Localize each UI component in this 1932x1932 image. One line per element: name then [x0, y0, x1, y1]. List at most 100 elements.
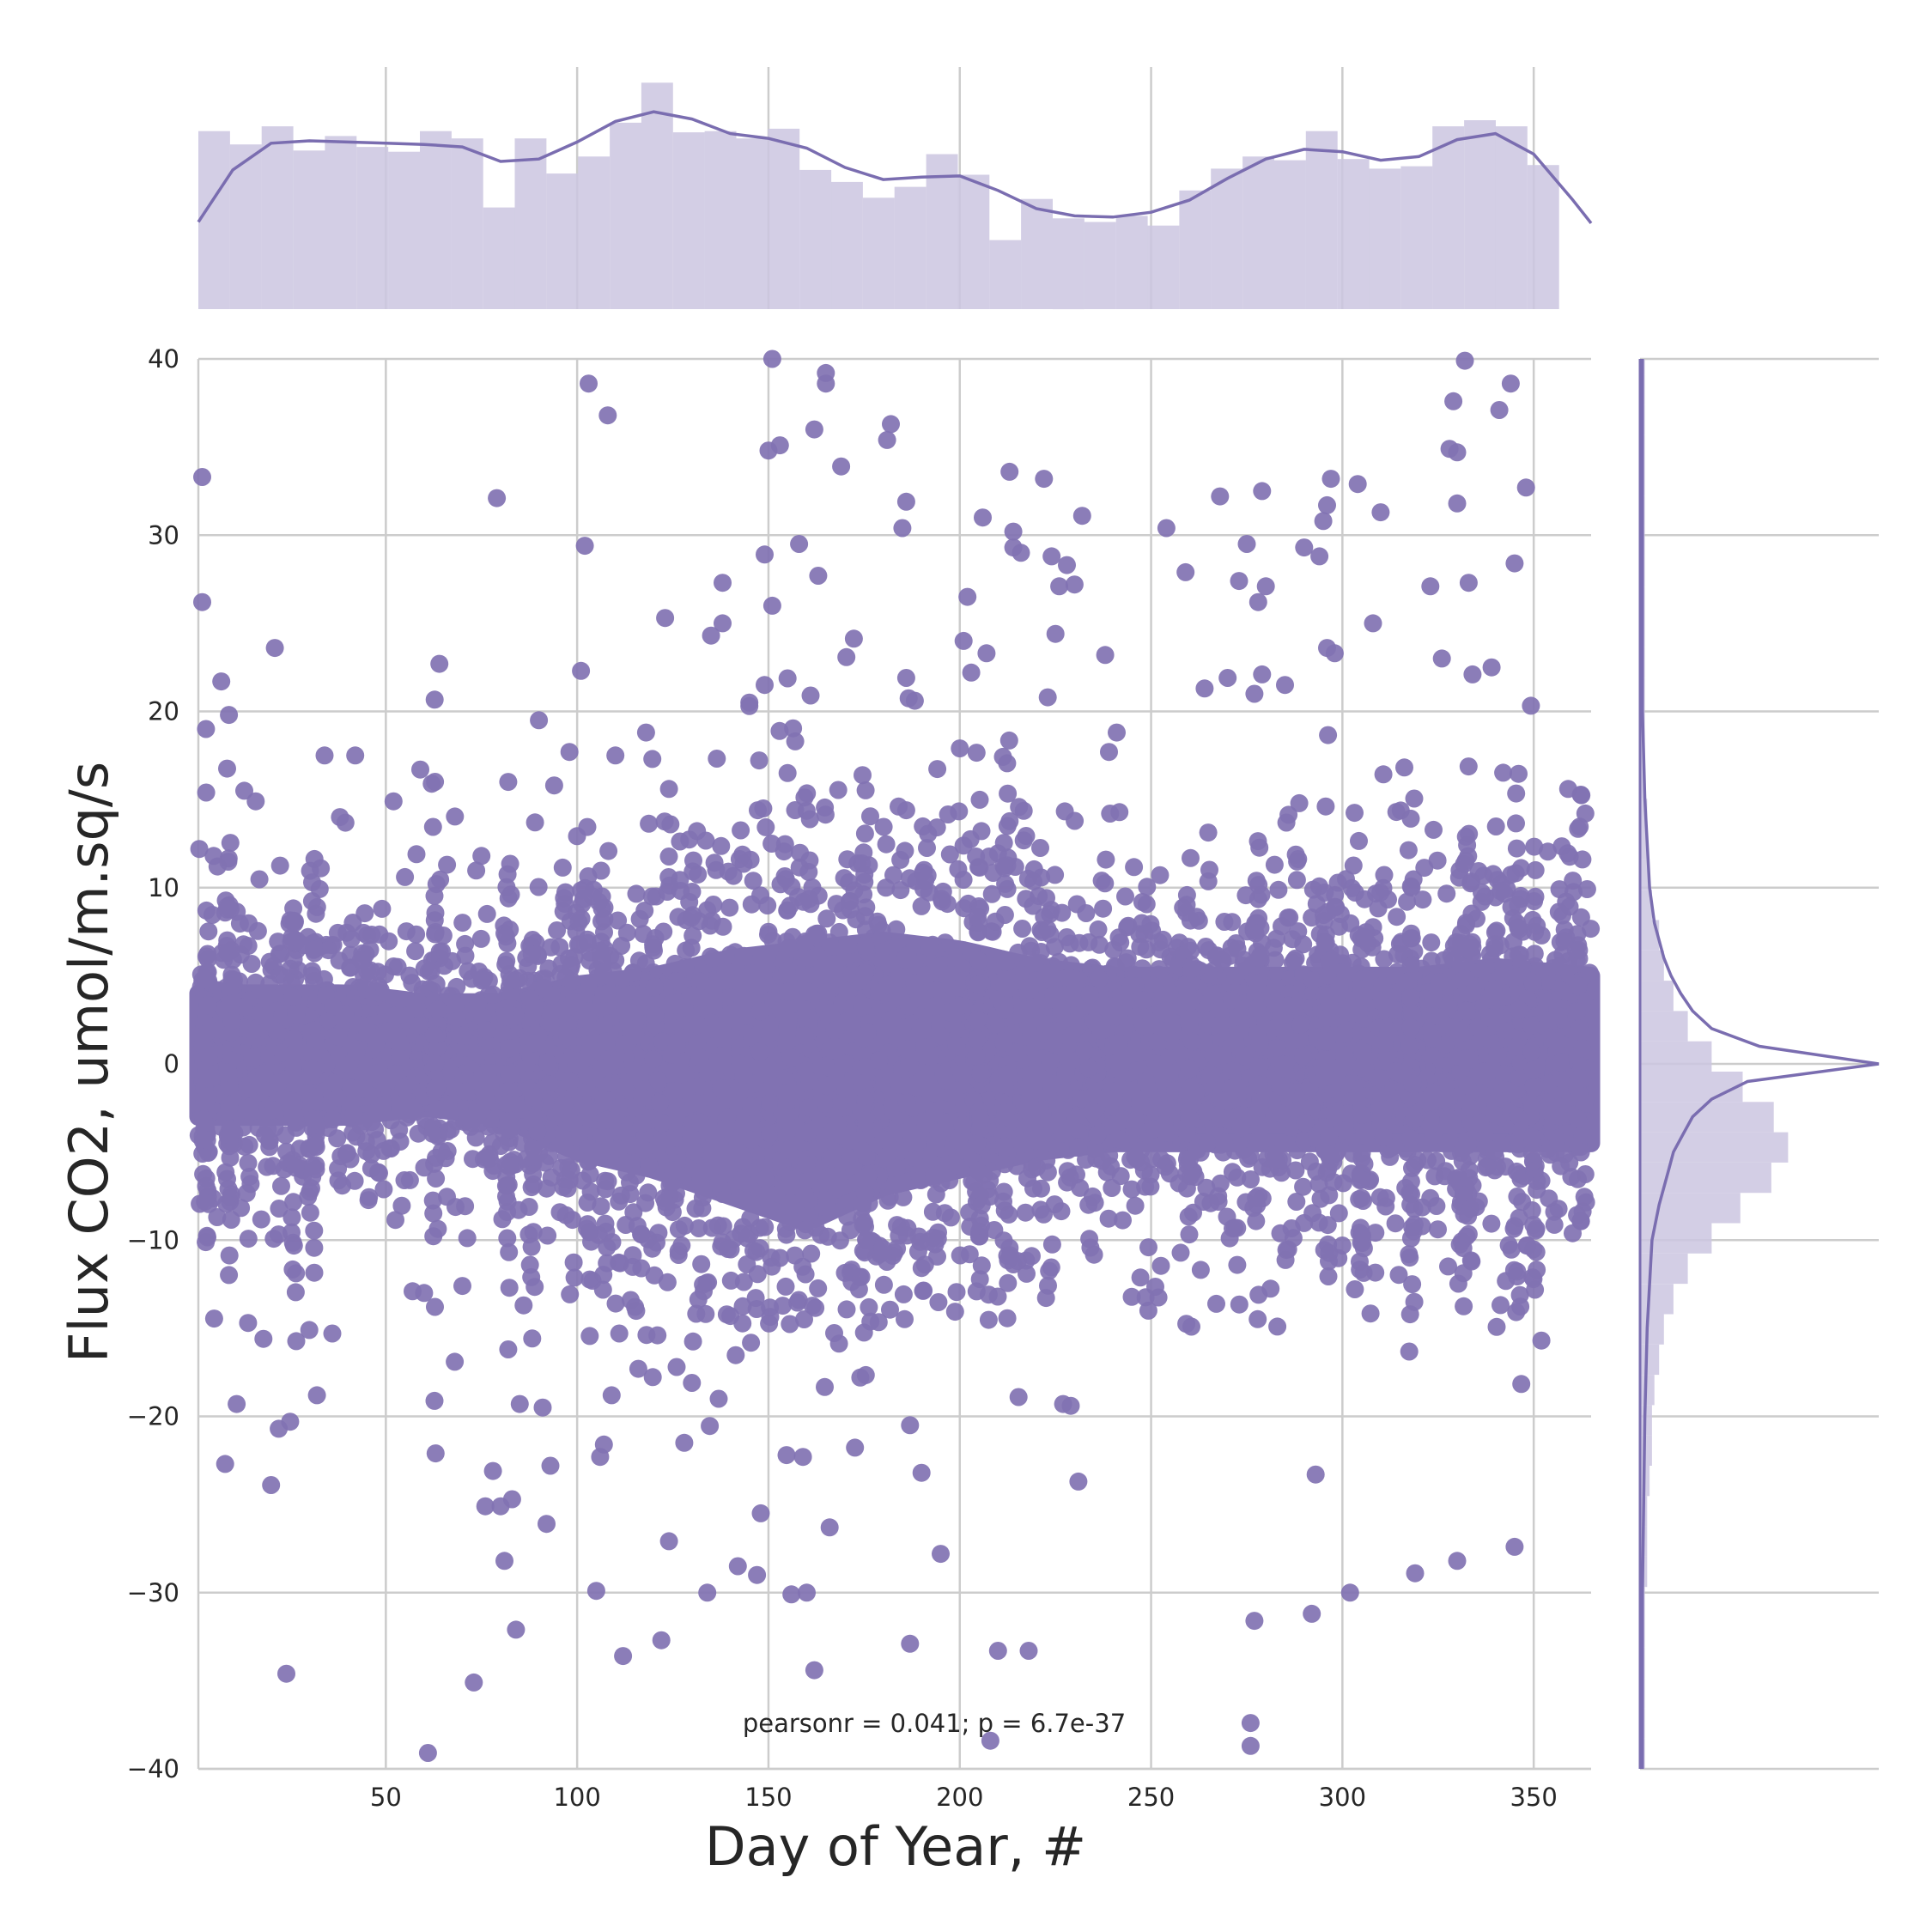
scatter-point [995, 1155, 1014, 1174]
scatter-point [594, 1091, 613, 1109]
scatter-point [1013, 920, 1032, 938]
scatter-point [742, 1334, 761, 1352]
scatter-point [1568, 925, 1587, 944]
scatter-point [1355, 1121, 1374, 1139]
top-histogram-bar [1400, 166, 1433, 309]
scatter-point [1268, 1317, 1287, 1336]
scatter-point [1091, 1021, 1110, 1040]
scatter-point [592, 861, 611, 880]
scatter-point [1344, 856, 1363, 875]
scatter-point [896, 669, 915, 687]
scatter-point [1177, 1315, 1196, 1334]
scatter-point [1042, 547, 1061, 566]
scatter-point [709, 1174, 728, 1193]
scatter-point [581, 1182, 600, 1201]
scatter-point [453, 914, 472, 933]
scatter-point [1325, 644, 1344, 663]
scatter-point [912, 1463, 931, 1482]
scatter-point [981, 1731, 999, 1750]
scatter-point [1157, 519, 1176, 538]
scatter-point [285, 1059, 304, 1078]
scatter-point [1462, 872, 1480, 891]
scatter-point [1525, 1078, 1543, 1097]
scatter-point [682, 1128, 701, 1147]
scatter-point [759, 926, 777, 944]
scatter-point [1230, 1295, 1249, 1314]
scatter-point [1180, 1225, 1199, 1244]
scatter-point [472, 1102, 491, 1121]
scatter-point [1072, 1090, 1091, 1109]
scatter-point [925, 1169, 943, 1188]
scatter-point [197, 1131, 216, 1150]
scatter-point [1199, 872, 1218, 890]
scatter-point [809, 1279, 828, 1297]
scatter-point [228, 1394, 246, 1413]
scatter-point [578, 1011, 597, 1030]
scatter-point [853, 1141, 872, 1160]
scatter-point [685, 1142, 704, 1161]
x-axis-label: Day of Year, # [705, 1815, 1086, 1878]
scatter-point [519, 1198, 538, 1216]
top-histogram-bar [799, 169, 832, 309]
scatter-point [1355, 1155, 1374, 1174]
scatter-point [219, 1180, 238, 1198]
scatter-point [501, 984, 520, 1003]
scatter-point [1458, 1076, 1477, 1095]
scatter-point [1182, 1032, 1201, 1051]
scatter-point [194, 1110, 213, 1129]
scatter-point [999, 731, 1018, 750]
scatter-point [856, 920, 875, 939]
scatter-point [778, 763, 797, 782]
scatter-point [286, 1283, 305, 1302]
scatter-point [667, 1107, 686, 1126]
scatter-point [1355, 987, 1373, 1006]
scatter-point [1182, 941, 1200, 960]
scatter-point [1510, 967, 1528, 986]
scatter-point [972, 1216, 991, 1235]
scatter-point [305, 1238, 324, 1257]
scatter-point [994, 1182, 1013, 1201]
scatter-point [893, 519, 912, 538]
scatter-point [598, 406, 617, 425]
scatter-point [510, 1394, 529, 1413]
scatter-point [254, 1007, 272, 1026]
scatter-point [749, 801, 767, 820]
scatter-point [1352, 1170, 1371, 1189]
scatter-point [410, 999, 428, 1018]
top-histogram-bar [736, 138, 769, 309]
scatter-point [896, 841, 914, 860]
scatter-point [1317, 1032, 1336, 1051]
scatter-point [1182, 960, 1201, 979]
scatter-point [1319, 726, 1338, 744]
scatter-point [896, 1309, 914, 1328]
scatter-point [878, 430, 896, 449]
scatter-point [900, 869, 919, 888]
scatter-point [315, 746, 334, 765]
scatter-point [1546, 1032, 1565, 1051]
scatter-point [1069, 1472, 1088, 1491]
top-histogram-bar [1495, 126, 1528, 309]
scatter-point [1079, 1059, 1098, 1078]
scatter-point [1510, 920, 1528, 939]
scatter-point [592, 1059, 611, 1078]
scatter-point [344, 1104, 363, 1123]
scatter-point [940, 845, 959, 864]
scatter-point [328, 1088, 346, 1107]
scatter-point [636, 954, 655, 973]
top-histogram-bar [388, 151, 420, 309]
x-tick-label: 300 [1319, 1783, 1366, 1812]
scatter-point [1306, 1465, 1325, 1484]
scatter-point [1318, 1216, 1337, 1235]
scatter-point [1035, 470, 1054, 489]
scatter-point [1573, 1127, 1592, 1145]
scatter-point [197, 947, 216, 966]
scatter-point [1526, 860, 1545, 879]
scatter-point [438, 1188, 456, 1206]
scatter-point [1176, 562, 1195, 581]
scatter-point [927, 981, 946, 1000]
scatter-point [659, 848, 678, 866]
scatter-point [659, 780, 678, 799]
scatter-point [646, 1006, 665, 1025]
scatter-point [778, 901, 797, 920]
